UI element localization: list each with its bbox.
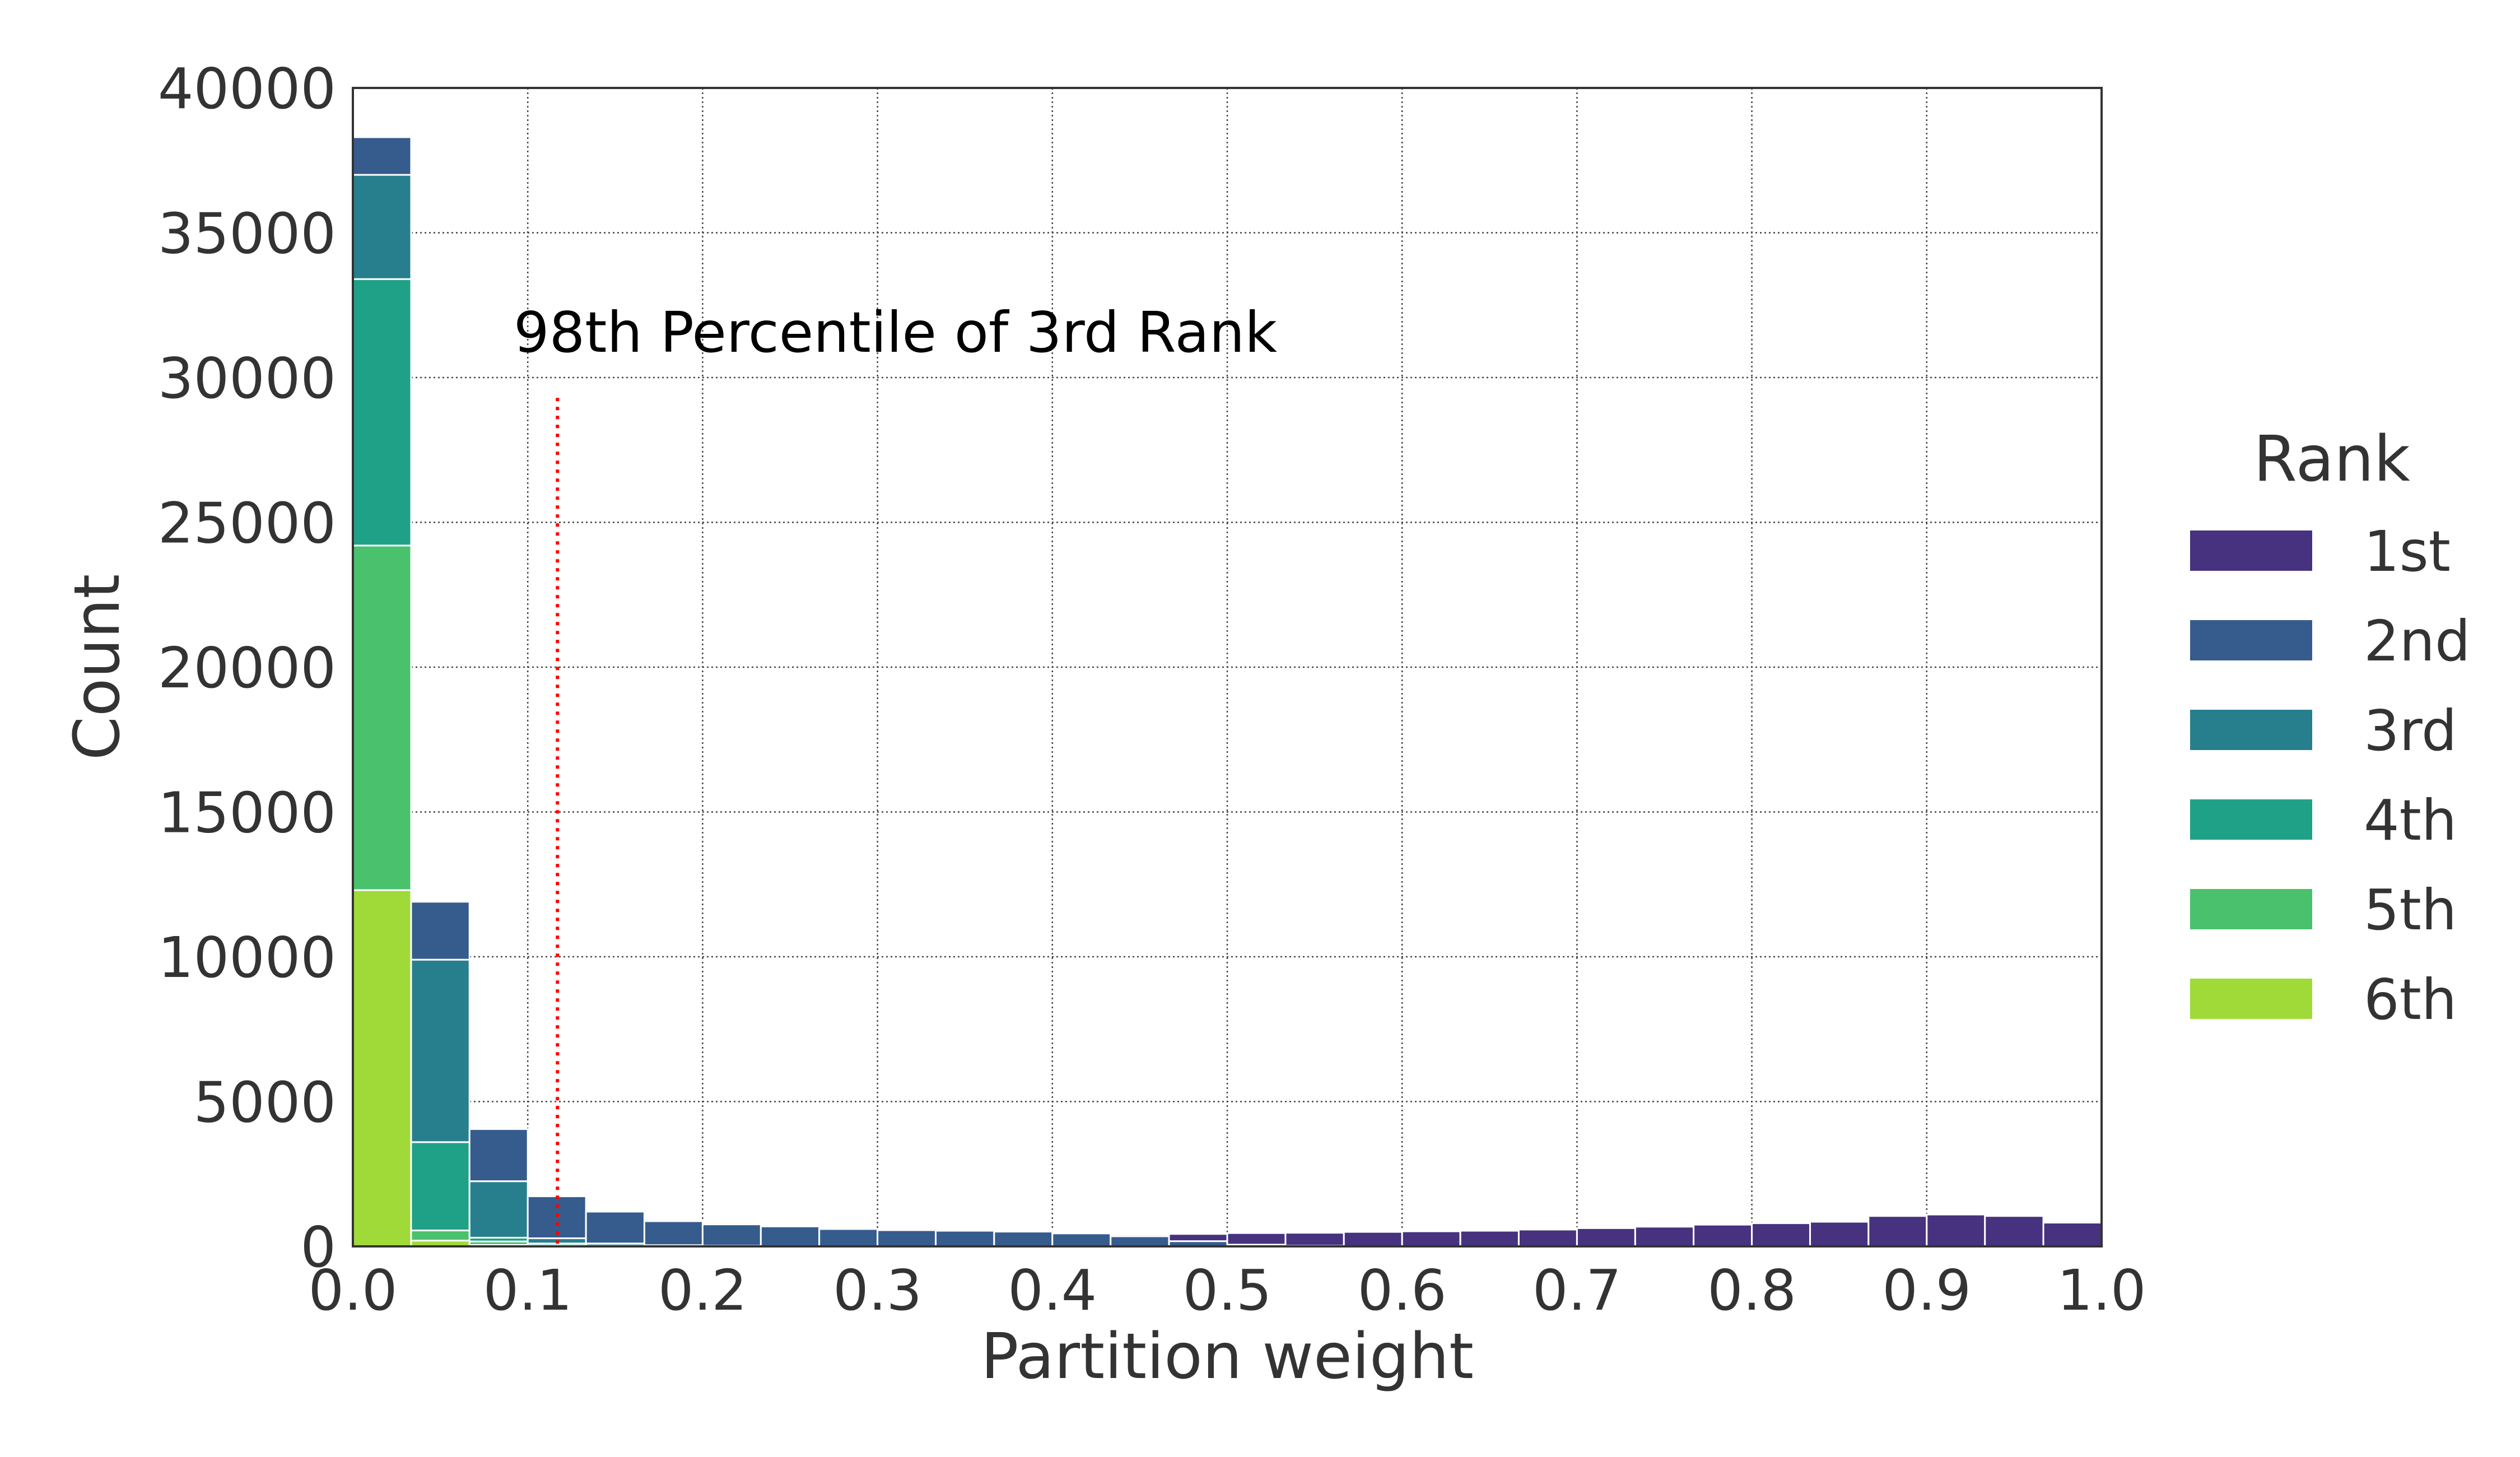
bar-1st bbox=[1809, 1221, 1870, 1247]
bar-2nd bbox=[410, 901, 471, 961]
bar-2nd bbox=[760, 1225, 821, 1247]
bar-4th bbox=[352, 278, 412, 547]
bar-2nd bbox=[643, 1220, 704, 1246]
bar-2nd bbox=[468, 1128, 529, 1183]
y-tick-label: 0 bbox=[300, 1214, 336, 1280]
bar-3rd bbox=[468, 1180, 529, 1239]
bar-1st bbox=[1517, 1228, 1578, 1247]
bar-1st bbox=[1751, 1222, 1811, 1247]
legend-label-4th: 4th bbox=[2364, 788, 2457, 853]
bar-5th bbox=[352, 544, 412, 891]
x-tick-label: 0.4 bbox=[1008, 1258, 1097, 1323]
bar-1st bbox=[1459, 1230, 1520, 1247]
bar-1st bbox=[1401, 1230, 1461, 1247]
bar-2nd bbox=[877, 1229, 937, 1247]
bar-5th bbox=[410, 1230, 471, 1242]
bar-1st bbox=[1576, 1227, 1636, 1247]
y-tick-label: 35000 bbox=[158, 201, 336, 267]
legend-swatch-6th bbox=[2190, 979, 2312, 1019]
bar-4th bbox=[410, 1141, 471, 1232]
grid-lines bbox=[352, 87, 2103, 1247]
x-tick-label: 0.6 bbox=[1358, 1258, 1447, 1323]
bar-3rd bbox=[352, 174, 412, 280]
x-tick-labels: 0.0 0.1 0.2 0.3 0.4 0.5 0.6 0.7 0.8 0.9 1.0 bbox=[308, 1258, 2146, 1323]
legend-label-2nd: 2nd bbox=[2364, 608, 2470, 674]
x-tick-label: 0.7 bbox=[1533, 1258, 1622, 1323]
stacked-bars bbox=[352, 136, 2103, 1247]
y-tick-label: 15000 bbox=[158, 780, 336, 846]
bar-1st bbox=[2042, 1222, 2103, 1247]
legend-label-1st: 1st bbox=[2364, 519, 2451, 584]
bar-1st bbox=[1867, 1215, 1928, 1247]
bar-2nd bbox=[935, 1230, 995, 1247]
x-axis-title: Partition weight bbox=[981, 1320, 1474, 1393]
legend-label-3rd: 3rd bbox=[2364, 698, 2457, 764]
bar-1st bbox=[1226, 1232, 1287, 1246]
bar-1st bbox=[1284, 1232, 1345, 1247]
bar-1st bbox=[1926, 1213, 1986, 1247]
x-tick-label: 0.9 bbox=[1882, 1258, 1971, 1323]
bar-1st bbox=[1634, 1226, 1695, 1247]
y-axis-title: Count bbox=[61, 574, 134, 761]
legend-swatch-2nd bbox=[2190, 620, 2312, 660]
legend-label-5th: 5th bbox=[2364, 877, 2457, 943]
bar-1st bbox=[1168, 1233, 1228, 1242]
bar-3rd bbox=[410, 958, 471, 1143]
bar-2nd bbox=[1051, 1232, 1112, 1247]
legend: Rank 1st 2nd 3rd 4th 5th 6th bbox=[2190, 423, 2470, 1032]
bar-2nd bbox=[585, 1211, 645, 1245]
y-tick-label: 40000 bbox=[158, 56, 336, 122]
bar-2nd bbox=[527, 1195, 587, 1240]
legend-label-6th: 6th bbox=[2364, 967, 2457, 1032]
y-tick-labels: 0 5000 10000 15000 20000 25000 30000 35000 40000 bbox=[158, 56, 336, 1280]
y-tick-label: 25000 bbox=[158, 491, 336, 556]
percentile-annotation: 98th Percentile of 3rd Rank bbox=[514, 300, 1277, 1246]
legend-swatch-3rd bbox=[2190, 710, 2312, 750]
x-tick-label: 0.8 bbox=[1707, 1258, 1796, 1323]
x-tick-label: 0.1 bbox=[483, 1258, 572, 1323]
x-tick-label: 0.0 bbox=[308, 1258, 397, 1323]
bar-1st bbox=[1984, 1215, 2044, 1247]
y-tick-label: 5000 bbox=[194, 1070, 337, 1135]
y-tick-label: 10000 bbox=[158, 925, 336, 990]
bar-1st bbox=[1693, 1223, 1753, 1247]
x-tick-label: 0.5 bbox=[1182, 1258, 1271, 1323]
x-tick-label: 0.3 bbox=[833, 1258, 922, 1323]
x-tick-label: 1.0 bbox=[2057, 1258, 2146, 1323]
bar-1st bbox=[1343, 1231, 1403, 1247]
plot-frame bbox=[352, 87, 2103, 1247]
legend-title: Rank bbox=[2253, 423, 2410, 496]
legend-entries: 1st 2nd 3rd 4th 5th 6th bbox=[2190, 519, 2470, 1032]
bar-2nd bbox=[818, 1228, 879, 1247]
bar-1st bbox=[1110, 1233, 1170, 1237]
y-tick-label: 20000 bbox=[158, 635, 336, 701]
bar-2nd bbox=[993, 1231, 1054, 1247]
bar-2nd bbox=[701, 1223, 762, 1247]
bar-6th bbox=[352, 889, 412, 1247]
y-tick-label: 30000 bbox=[158, 346, 336, 411]
x-tick-label: 0.2 bbox=[658, 1258, 747, 1323]
percentile-label: 98th Percentile of 3rd Rank bbox=[514, 300, 1277, 365]
legend-swatch-1st bbox=[2190, 530, 2312, 571]
legend-swatch-4th bbox=[2190, 799, 2312, 840]
bar-2nd bbox=[352, 136, 412, 176]
bar-2nd bbox=[1110, 1235, 1170, 1247]
legend-swatch-5th bbox=[2190, 889, 2312, 929]
